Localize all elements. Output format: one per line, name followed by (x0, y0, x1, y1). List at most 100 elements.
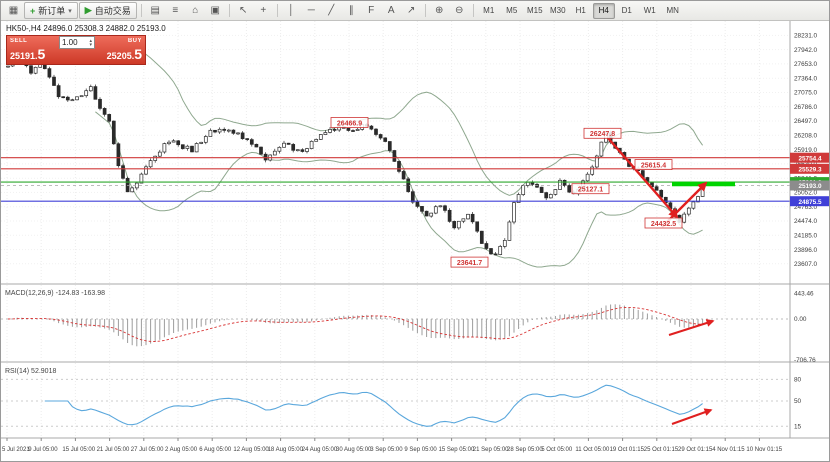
macd-up-arrow[interactable] (668, 319, 715, 336)
timeframe-m1-button[interactable]: M1 (483, 6, 495, 15)
svg-text:24875.5: 24875.5 (798, 199, 822, 206)
rsi-panel[interactable] (1, 378, 790, 427)
svg-text:23896.0: 23896.0 (794, 247, 818, 254)
svg-text:80: 80 (794, 377, 802, 384)
svg-text:5 Oct 05:00: 5 Oct 05:00 (541, 447, 573, 453)
rsi-up-arrow[interactable] (671, 408, 713, 425)
svg-text:25529.3: 25529.3 (798, 166, 822, 173)
rsi-line (44, 384, 703, 427)
new-order-button[interactable]: + 新订单 ▾ (24, 2, 78, 19)
bollinger-lower-band (95, 111, 703, 268)
timeframe-m5-button[interactable]: M5 (506, 6, 518, 15)
svg-text:28231.0: 28231.0 (794, 33, 818, 40)
svg-text:24763.0: 24763.0 (794, 204, 818, 211)
zoom-out-icon[interactable]: ⊖ (455, 5, 464, 16)
macd-label: MACD(12,26,9) -124.83 -163.98 (5, 290, 105, 297)
volume-down-icon[interactable]: ▾ (89, 41, 92, 48)
svg-text:2 Aug 05:00: 2 Aug 05:00 (165, 447, 198, 453)
equidistant-channel-icon[interactable]: ∥ (348, 5, 354, 16)
vertical-line-icon[interactable]: │ (288, 5, 295, 16)
price-callouts[interactable]: 26466.9 26247.8 25615.4 25127.1 24432.5 23641… (330, 117, 683, 268)
horizontal-line-icon[interactable]: ─ (307, 5, 315, 16)
text-label-icon[interactable]: A (387, 5, 395, 16)
svg-text:26466.9: 26466.9 (337, 120, 362, 127)
sell-price: 25191.5 (10, 46, 46, 62)
svg-text:9 Jul 05:00: 9 Jul 05:00 (28, 447, 58, 453)
macd-panel[interactable] (1, 304, 790, 347)
svg-text:19 Oct 01:15: 19 Oct 01:15 (610, 447, 645, 453)
dropdown-caret-icon: ▾ (68, 7, 72, 15)
svg-text:6 Aug 05:00: 6 Aug 05:00 (199, 447, 232, 453)
svg-text:25193.0: 25193.0 (798, 183, 822, 190)
terminal-icon[interactable]: ▣ (210, 5, 220, 16)
svg-text:25754.4: 25754.4 (798, 155, 822, 162)
timeframe-h1-button[interactable]: H1 (575, 6, 586, 15)
svg-text:21 Sep 05:00: 21 Sep 05:00 (473, 447, 509, 453)
svg-text:0.00: 0.00 (794, 316, 807, 323)
toolbar-separator (276, 4, 278, 17)
svg-text:26247.8: 26247.8 (590, 131, 615, 138)
arrow-object-icon[interactable]: ↗ (407, 5, 416, 16)
svg-text:27364.0: 27364.0 (794, 75, 818, 82)
auto-trading-button[interactable]: ▶ 自动交易 (78, 2, 137, 19)
svg-text:15 Jul 05:00: 15 Jul 05:00 (62, 447, 95, 453)
buy-price: 25205.5 (106, 46, 142, 62)
market-watch-icon[interactable]: ≡ (172, 5, 179, 16)
volume-value: 1.00 (62, 38, 78, 47)
svg-text:25 Oct 01:15: 25 Oct 01:15 (644, 447, 679, 453)
rsi-label: RSI(14) 52.9018 (5, 368, 56, 375)
svg-text:27942.0: 27942.0 (794, 47, 818, 54)
new-chart-icon[interactable]: ▦ (8, 5, 19, 16)
crosshair-icon[interactable]: + (260, 5, 267, 16)
one-click-trade-panel: SELL 25191.5 1.00 ▴ ▾ BUY 25205.5 (6, 35, 146, 65)
toolbar-separator (140, 4, 142, 17)
trendline-icon[interactable]: ╱ (328, 5, 335, 16)
svg-text:24185.0: 24185.0 (794, 232, 818, 239)
volume-stepper-icons[interactable]: ▴ ▾ (89, 37, 92, 48)
svg-text:15: 15 (794, 423, 802, 430)
svg-text:12 Aug 05:00: 12 Aug 05:00 (233, 447, 269, 453)
volume-input[interactable]: 1.00 ▴ ▾ (59, 36, 95, 49)
chart-area: 26466.9 26247.8 25615.4 25127.1 24432.5 23641… (1, 21, 830, 462)
profiles-icon[interactable]: ▤ (150, 5, 160, 16)
cursor-icon[interactable]: ↖ (239, 5, 248, 16)
chart-canvas[interactable]: 26466.9 26247.8 25615.4 25127.1 24432.5 23641… (1, 21, 830, 462)
svg-text:24474.0: 24474.0 (794, 218, 818, 225)
macd-signal-line (7, 306, 703, 342)
svg-text:26497.0: 26497.0 (794, 118, 818, 125)
svg-text:10 Nov 01:15: 10 Nov 01:15 (746, 447, 782, 453)
toolbar-separator (424, 4, 426, 17)
navigator-icon[interactable]: ⌂ (192, 5, 199, 16)
timeframe-m30-button[interactable]: M30 (549, 6, 566, 15)
downtrend-arrow[interactable] (607, 137, 679, 219)
svg-text:23607.0: 23607.0 (794, 261, 818, 268)
svg-text:50: 50 (794, 398, 802, 405)
svg-text:25127.1: 25127.1 (578, 187, 603, 194)
svg-text:27653.0: 27653.0 (794, 61, 818, 68)
svg-text:15 Sep 05:00: 15 Sep 05:00 (439, 447, 475, 453)
timeframe-w1-button[interactable]: W1 (643, 6, 656, 15)
timeframe-h4-button[interactable]: H4 (592, 2, 615, 19)
svg-text:26786.0: 26786.0 (794, 104, 818, 111)
fibonacci-icon[interactable]: F (368, 5, 375, 16)
price-axis[interactable]: 28231.0 27942.0 27653.0 27364.0 27075.0 26786… (790, 33, 830, 431)
svg-text:26208.0: 26208.0 (794, 133, 818, 140)
buy-button[interactable]: BUY 25205.5 (93, 36, 145, 64)
svg-text:23641.7: 23641.7 (457, 260, 482, 267)
timeframe-mn-button[interactable]: MN (666, 6, 679, 15)
svg-text:25615.4: 25615.4 (641, 162, 666, 169)
sell-button[interactable]: SELL 25191.5 (7, 36, 59, 64)
sell-label: SELL (10, 38, 28, 44)
timeframe-d1-button[interactable]: D1 (621, 6, 632, 15)
svg-text:443.46: 443.46 (794, 290, 814, 297)
zoom-in-icon[interactable]: ⊕ (435, 5, 444, 16)
chart-background (1, 21, 829, 461)
volume-up-icon[interactable]: ▴ (89, 37, 92, 44)
svg-text:25052.0: 25052.0 (794, 190, 818, 197)
svg-text:21 Jul 05:00: 21 Jul 05:00 (97, 447, 130, 453)
svg-text:11 Oct 05:00: 11 Oct 05:00 (575, 447, 610, 453)
timeframe-m15-button[interactable]: M15 (526, 6, 543, 15)
svg-text:5 Jul 2021: 5 Jul 2021 (2, 447, 30, 453)
